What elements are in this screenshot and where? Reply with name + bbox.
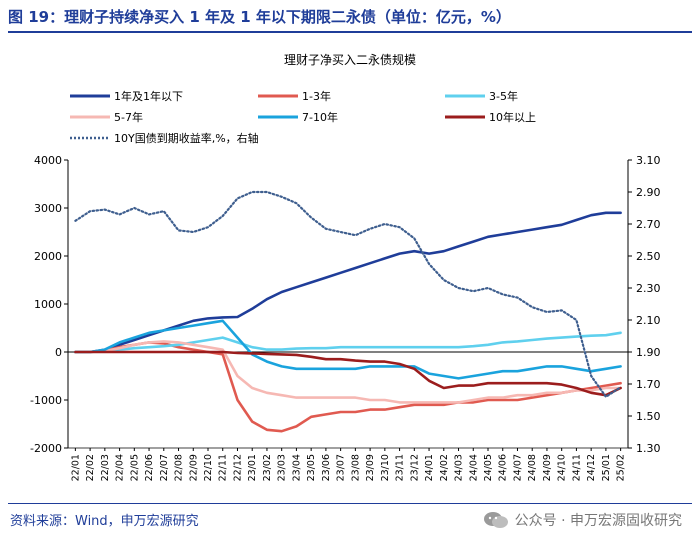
source-note: 资料来源：Wind，申万宏源研究 — [10, 514, 199, 529]
x-tick-label: 22/07 — [159, 454, 170, 481]
left-tick-label: 4000 — [34, 154, 62, 167]
series-layer — [74, 190, 622, 433]
series-line-yield — [74, 190, 622, 398]
left-tick-label: 1000 — [34, 298, 62, 311]
source-rule — [8, 503, 692, 504]
x-tick-label: 23/09 — [365, 454, 376, 481]
x-tick-label: 22/08 — [174, 454, 185, 481]
figure-title: 图 19：理财子持续净买入 1 年及 1 年以下期限二永债（单位：亿元，%） — [8, 8, 511, 26]
x-tick-label: 23/07 — [336, 454, 347, 481]
x-tick-label: 25/02 — [616, 454, 627, 481]
x-tick-label: 22/04 — [115, 454, 126, 481]
x-tick-label: 23/08 — [350, 454, 361, 481]
legend-label-y5_7: 5-7年 — [114, 110, 143, 124]
x-tick-label: 22/12 — [232, 454, 243, 481]
series-line-y3_5 — [74, 331, 622, 354]
x-tick-label: 22/05 — [129, 454, 140, 481]
x-tick-label: 23/10 — [380, 454, 391, 481]
left-tick-label: -2000 — [30, 442, 62, 455]
title-rule — [8, 31, 692, 33]
left-tick-label: 2000 — [34, 250, 62, 263]
legend-label-y3_5: 3-5年 — [489, 89, 518, 103]
series-line-y1_3 — [74, 341, 622, 433]
legend-label-y1_3: 1-3年 — [302, 89, 331, 103]
x-tick-label: 23/03 — [277, 454, 288, 481]
left-tick-label: 3000 — [34, 202, 62, 215]
x-tick-label: 23/05 — [306, 454, 317, 481]
right-tick-label: 2.30 — [636, 282, 661, 295]
right-tick-label: 1.70 — [636, 378, 661, 391]
x-tick-label: 22/01 — [70, 454, 81, 481]
left-tick-label: -1000 — [30, 394, 62, 407]
x-tick-label: 22/06 — [144, 454, 155, 481]
x-tick-label: 24/09 — [542, 454, 553, 481]
series-line-y7_10 — [74, 319, 622, 380]
watermark: 公众号 · 申万宏源固收研究 — [483, 510, 682, 530]
legend-label-y1_or_below: 1年及1年以下 — [114, 89, 183, 103]
x-tick-label: 24/08 — [527, 454, 538, 481]
x-tick-label: 24/12 — [586, 454, 597, 481]
x-tick-label: 22/02 — [85, 454, 96, 481]
x-tick-label: 24/10 — [557, 454, 568, 481]
x-tick-label: 24/05 — [483, 454, 494, 481]
x-tick-label: 23/11 — [395, 454, 406, 481]
x-tick-label: 24/01 — [424, 454, 435, 481]
right-tick-label: 1.90 — [636, 346, 661, 359]
right-tick-label: 1.30 — [636, 442, 661, 455]
x-tick-label: 23/04 — [291, 454, 302, 481]
x-tick-label: 24/06 — [498, 454, 509, 481]
x-tick-label: 24/07 — [512, 454, 523, 481]
axes: -2000 -1000 0 1000 2000 3000 4000 1.30 1.50 1.70 1… — [30, 154, 660, 481]
x-tick-label: 24/03 — [454, 454, 465, 481]
x-tick-label: 24/11 — [571, 454, 582, 481]
x-tick-label: 22/09 — [188, 454, 199, 481]
x-tick-label: 24/02 — [439, 454, 450, 481]
x-tick-label: 23/06 — [321, 454, 332, 481]
chart: 理财子净买入二永债规模 1年及1年以下 1-3年 3-5年 5-7年 7-10年… — [30, 52, 660, 481]
right-tick-label: 2.90 — [636, 186, 661, 199]
legend-label-yield: 10Y国债到期收益率,%，右轴 — [114, 131, 259, 145]
series-line-y10_plus — [74, 350, 622, 397]
chart-title: 理财子净买入二永债规模 — [284, 52, 416, 67]
x-tick-label: 23/02 — [262, 454, 273, 481]
left-tick-label: 0 — [55, 346, 62, 359]
right-tick-label: 1.50 — [636, 410, 661, 423]
legend-label-y7_10: 7-10年 — [302, 110, 338, 124]
watermark-text: 公众号 · 申万宏源固收研究 — [514, 513, 682, 529]
x-tick-label: 23/01 — [247, 454, 258, 481]
x-tick-label: 22/10 — [203, 454, 214, 481]
legend-label-y10_plus: 10年以上 — [489, 110, 536, 124]
x-tick-label: 22/03 — [100, 454, 111, 481]
right-tick-label: 2.50 — [636, 250, 661, 263]
series-line-y5_7 — [74, 340, 622, 404]
x-tick-label: 25/01 — [601, 454, 612, 481]
right-tick-label: 2.10 — [636, 314, 661, 327]
x-tick-label: 23/12 — [409, 454, 420, 481]
x-tick-label: 24/04 — [468, 454, 479, 481]
wechat-icon — [483, 512, 508, 528]
right-tick-label: 3.10 — [636, 154, 661, 167]
right-tick-label: 2.70 — [636, 218, 661, 231]
legend: 1年及1年以下 1-3年 3-5年 5-7年 7-10年 10年以上 10Y国债… — [70, 89, 536, 145]
x-tick-label: 22/11 — [218, 454, 229, 481]
